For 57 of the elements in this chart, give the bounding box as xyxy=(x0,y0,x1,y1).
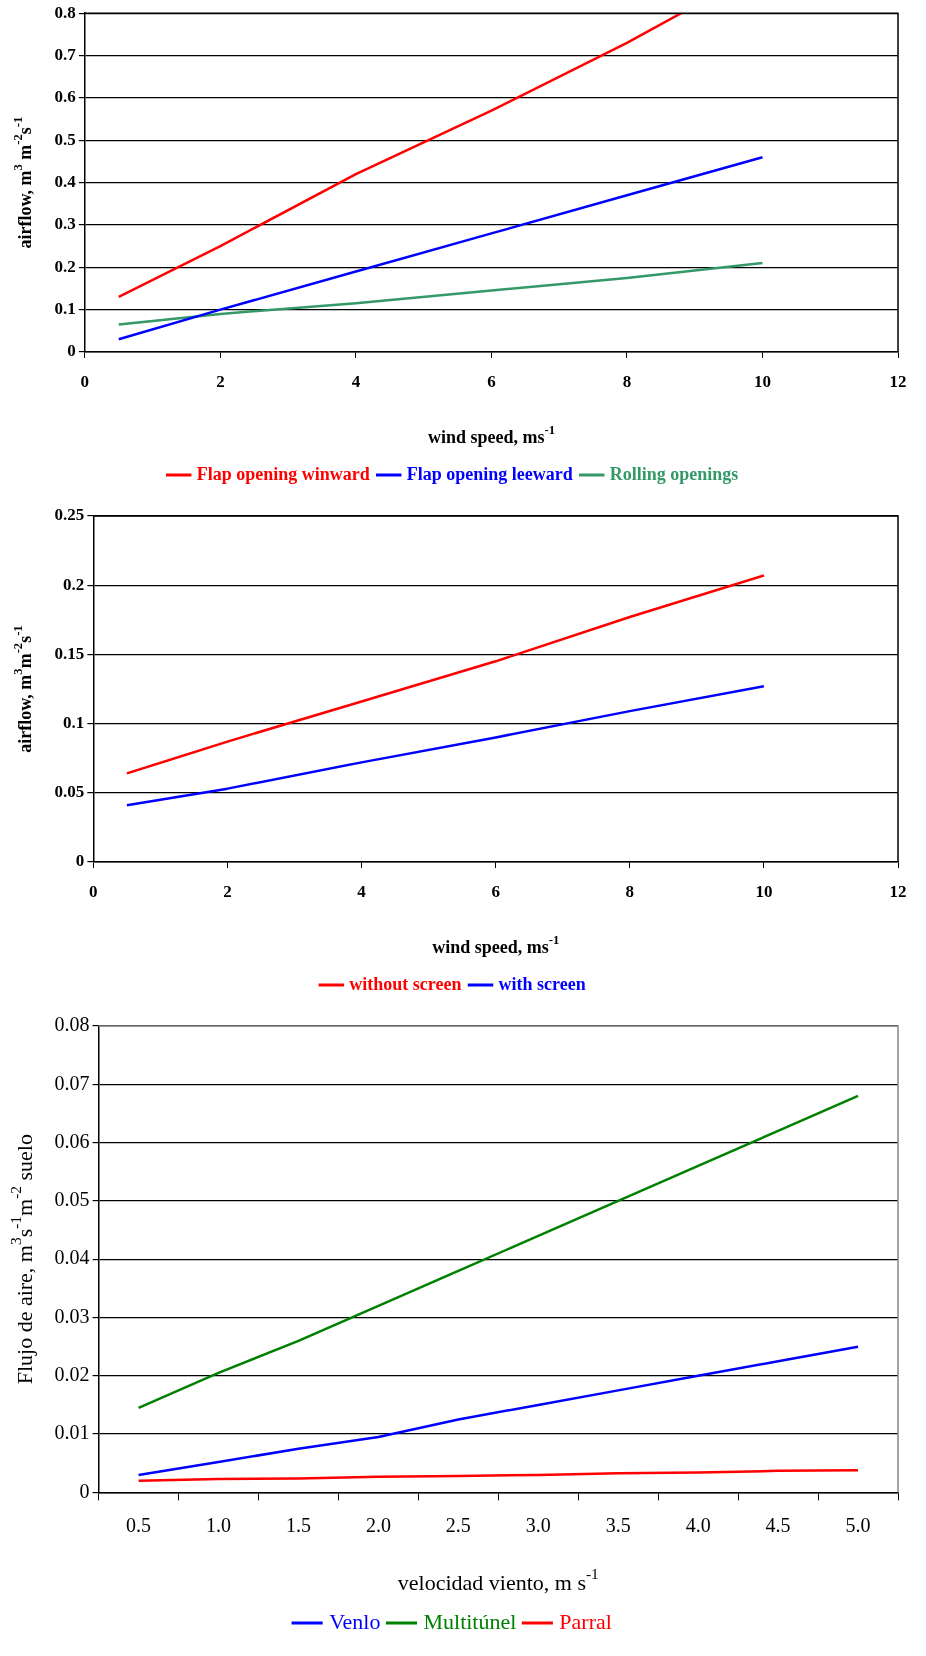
x-tick-label: 2 xyxy=(216,371,225,391)
x-tick-label: 4.5 xyxy=(765,1513,791,1536)
x-tick-label: 1.5 xyxy=(285,1513,311,1536)
x-tick-label: 10 xyxy=(755,881,773,901)
x-tick-label: 3.5 xyxy=(605,1513,631,1536)
x-tick-label: 2.0 xyxy=(365,1513,391,1536)
x-tick-label: 12 xyxy=(889,881,907,901)
y-tick-label: 0 xyxy=(75,851,85,871)
x-tick-label: 8 xyxy=(622,371,632,391)
x-tick-label: 4 xyxy=(351,371,361,391)
y-tick-label: 0.05 xyxy=(54,1188,90,1211)
x-tick-label: 8 xyxy=(625,881,635,901)
x-tick-label: 0.5 xyxy=(126,1513,152,1536)
y-tick-label: 0 xyxy=(67,341,76,361)
x-tick-label: 10 xyxy=(753,371,771,391)
y-tick-label: 0.4 xyxy=(54,171,77,191)
legend-label: Parral xyxy=(559,1608,612,1634)
y-tick-label: 0.07 xyxy=(54,1071,90,1094)
legend-label: Multitúnel xyxy=(423,1608,517,1634)
y-axis-title: airflow, m3m-2s-1 xyxy=(11,625,35,753)
x-tick-label: 2.5 xyxy=(445,1513,471,1536)
legend-label: Flap opening leeward xyxy=(406,463,573,484)
x-tick-label: 2 xyxy=(223,881,232,901)
y-axis-title: Flujo de aire, m3s-1m-2 suelo xyxy=(7,1134,37,1385)
y-tick-label: 0.6 xyxy=(54,87,76,107)
y-axis-title: airflow, m3 m-2s-1 xyxy=(11,116,35,249)
y-tick-label: 0.1 xyxy=(63,712,85,732)
y-tick-label: 0.05 xyxy=(54,782,85,802)
legend-label: Rolling openings xyxy=(609,463,739,484)
y-tick-label: 0.06 xyxy=(54,1129,90,1152)
y-tick-label: 0.8 xyxy=(54,2,76,22)
y-tick-label: 0.15 xyxy=(54,643,85,663)
y-tick-label: 0.1 xyxy=(54,299,76,319)
y-tick-label: 0.2 xyxy=(63,574,85,594)
x-tick-label: 6 xyxy=(491,881,500,901)
y-tick-label: 0.7 xyxy=(54,44,77,64)
y-tick-label: 0.02 xyxy=(54,1363,90,1386)
x-tick-label: 1.0 xyxy=(206,1513,232,1536)
y-tick-label: 0.25 xyxy=(54,505,85,525)
x-tick-label: 4 xyxy=(357,881,367,901)
legend-label: without screen xyxy=(349,973,462,994)
x-tick-label: 3.0 xyxy=(525,1513,551,1536)
y-tick-label: 0.08 xyxy=(54,1013,90,1036)
x-tick-label: 6 xyxy=(487,371,496,391)
y-tick-label: 0.5 xyxy=(54,129,76,149)
legend-label: Flap opening winward xyxy=(196,463,370,484)
y-tick-label: 0.04 xyxy=(54,1246,90,1269)
y-tick-label: 0.03 xyxy=(54,1304,90,1327)
x-tick-label: 4.0 xyxy=(685,1513,711,1536)
x-tick-label: 12 xyxy=(889,371,907,391)
y-tick-label: 0 xyxy=(79,1479,90,1502)
y-tick-label: 0.2 xyxy=(54,256,76,276)
x-tick-label: 5.0 xyxy=(845,1513,871,1536)
legend-label: Venlo xyxy=(329,1608,381,1634)
y-tick-label: 0.3 xyxy=(54,214,76,234)
y-tick-label: 0.01 xyxy=(54,1421,90,1444)
legend-label: with screen xyxy=(498,973,586,994)
